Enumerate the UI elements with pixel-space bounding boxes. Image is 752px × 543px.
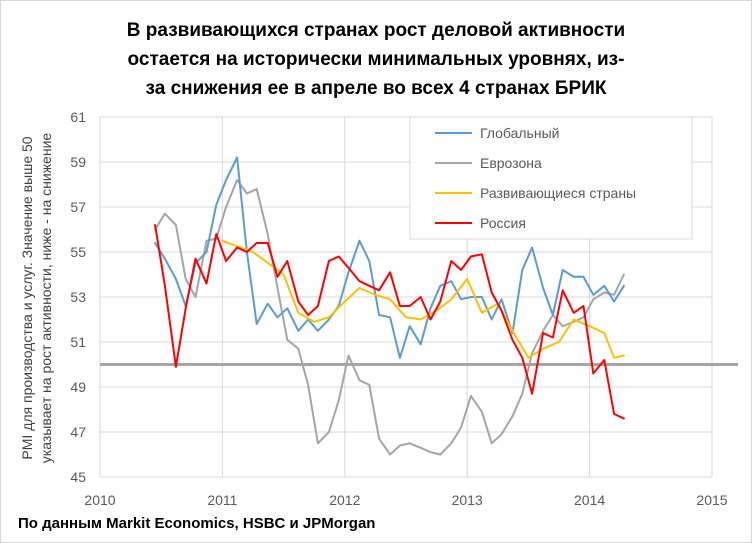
series-line-1 <box>154 179 625 456</box>
y-axis-label: PMI для производства и услуг. Значение в… <box>19 133 54 464</box>
legend-box <box>409 116 693 240</box>
y-tick-label: 45 <box>70 469 86 485</box>
y-tick-label: 49 <box>70 379 86 395</box>
legend-label: Глобальный <box>480 125 559 141</box>
title-line-1: В развивающихся странах рост деловой акт… <box>126 20 626 41</box>
series-line-2 <box>221 239 625 359</box>
y-axis-label-line-1: PMI для производства и услуг. Значение в… <box>19 136 35 459</box>
title-line-2: остается на исторически минимальных уров… <box>127 49 625 70</box>
x-tick-label: 2010 <box>84 492 115 508</box>
x-tick-label: 2015 <box>696 492 727 508</box>
x-axis-ticks: 2010 2011 2012 2013 2014 2015 <box>84 492 727 508</box>
y-tick-label: 53 <box>70 289 86 305</box>
x-tick-label: 2012 <box>329 492 360 508</box>
y-tick-label: 55 <box>70 244 86 260</box>
y-tick-label: 57 <box>70 199 86 215</box>
legend-label: Россия <box>480 215 526 231</box>
y-axis-ticks: 45 47 49 51 53 55 57 59 61 <box>70 109 86 485</box>
series-lines <box>154 156 625 456</box>
legend-label: Еврозона <box>480 155 542 171</box>
series-line-0 <box>154 156 625 359</box>
source-note: По данным Markit Economics, HSBC и JPMor… <box>18 515 376 532</box>
y-tick-label: 51 <box>70 334 86 350</box>
x-tick-label: 2011 <box>207 492 237 508</box>
x-tick-label: 2013 <box>452 492 483 508</box>
y-tick-label: 47 <box>70 424 86 440</box>
title-line-3: за снижения ее в апреле во всех 4 страна… <box>145 78 607 99</box>
y-axis-label-line-2: указывает на рост активности, ниже - на … <box>38 133 54 464</box>
legend: Глобальный Еврозона Развивающиеся страны Ро… <box>409 116 693 240</box>
y-tick-label: 61 <box>70 109 86 125</box>
legend-label: Развивающиеся страны <box>480 185 636 201</box>
chart-title: В развивающихся странах рост деловой акт… <box>40 16 712 103</box>
x-tick-label: 2014 <box>574 492 605 508</box>
y-tick-label: 59 <box>70 154 86 170</box>
series-line-3 <box>154 224 625 420</box>
